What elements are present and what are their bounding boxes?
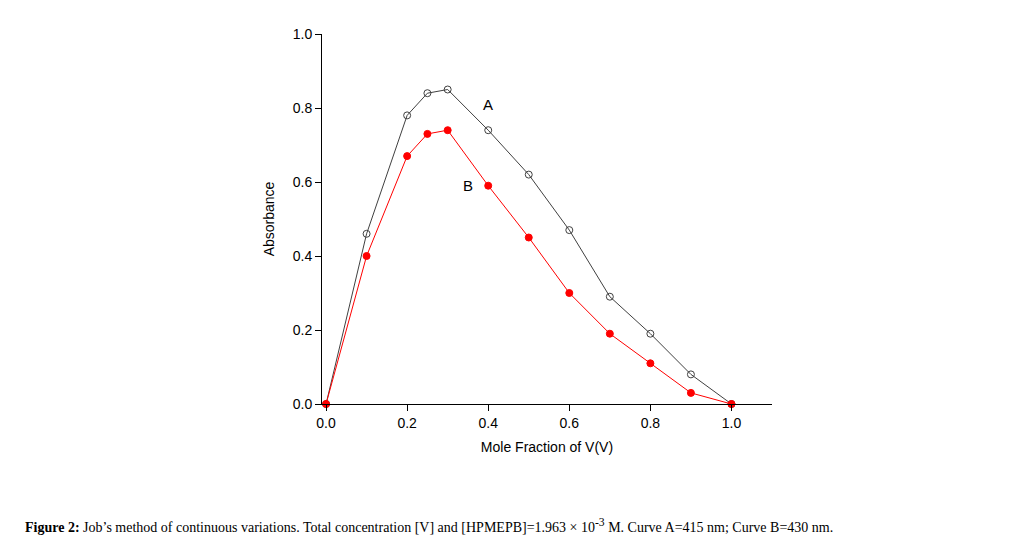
svg-text:A: A — [483, 96, 493, 113]
svg-text:0.8: 0.8 — [293, 100, 313, 116]
svg-text:0.6: 0.6 — [293, 174, 313, 190]
svg-text:0.2: 0.2 — [293, 322, 313, 338]
svg-text:0.4: 0.4 — [293, 248, 313, 264]
svg-text:Mole Fraction of V(V): Mole Fraction of V(V) — [481, 439, 613, 455]
svg-text:0.0: 0.0 — [316, 415, 336, 431]
svg-text:1.0: 1.0 — [293, 26, 313, 42]
svg-text:B: B — [463, 177, 473, 194]
svg-text:Absorbance: Absorbance — [261, 181, 277, 256]
svg-text:1.0: 1.0 — [722, 415, 742, 431]
html-text:Figure 2: Job’s method of cont: Figure 2: Job’s method of continuous var… — [25, 516, 834, 535]
svg-text:0.2: 0.2 — [397, 415, 417, 431]
svg-text:0.4: 0.4 — [478, 415, 498, 431]
svg-text:0.0: 0.0 — [293, 396, 313, 412]
svg-text:0.8: 0.8 — [641, 415, 661, 431]
svg-text:0.6: 0.6 — [560, 415, 580, 431]
